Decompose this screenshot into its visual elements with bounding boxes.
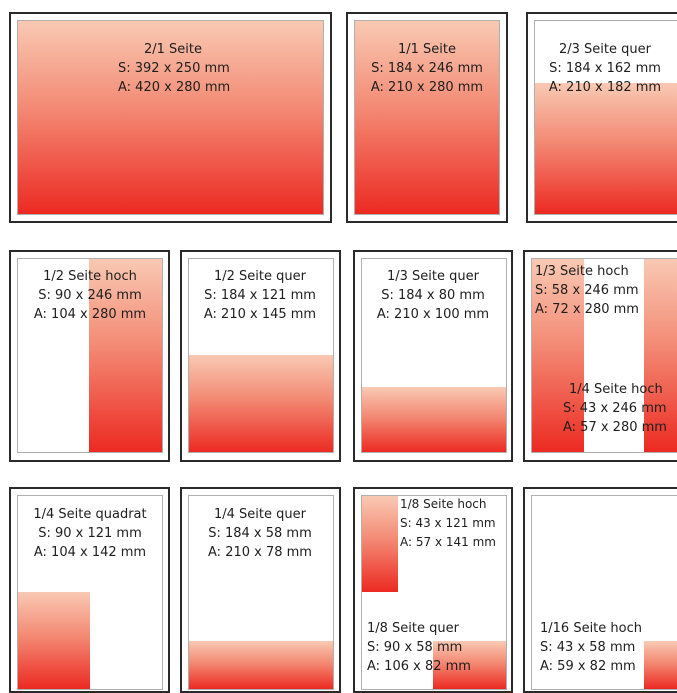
ad-area	[89, 259, 162, 452]
format-card-1-3-hoch-1-4-hoch	[523, 250, 677, 462]
format-label-1-8-quer: 1/8 Seite quer S: 90 x 58 mm A: 106 x 82…	[367, 619, 507, 676]
format-satzspiegel: S: 90 x 121 mm	[38, 526, 142, 541]
ad-area	[18, 21, 323, 214]
ad-area-1-3-hoch	[532, 259, 584, 452]
page-outline	[361, 495, 507, 690]
ad-area	[535, 83, 677, 214]
format-title: 1/2 Seite hoch	[43, 269, 137, 284]
ad-area	[18, 592, 90, 689]
ad-area-1-4-hoch	[644, 259, 677, 452]
format-card-1-2-hoch	[9, 250, 170, 462]
page-outline	[17, 495, 163, 690]
format-title: 1/3 Seite hoch	[535, 264, 629, 279]
format-anschnitt: A: 57 x 141 mm	[400, 535, 496, 549]
ad-area	[362, 387, 506, 452]
format-card-1-4-quadrat	[9, 487, 170, 693]
format-satzspiegel: S: 43 x 58 mm	[540, 640, 636, 655]
format-anschnitt: A: 104 x 142 mm	[33, 545, 147, 560]
format-title: 1/16 Seite hoch	[540, 621, 642, 636]
format-anschnitt: A: 106 x 82 mm	[367, 659, 471, 674]
format-title: 2/3 Seite quer	[559, 42, 651, 57]
page-outline	[531, 495, 677, 690]
format-card-1-4-quer	[180, 487, 341, 693]
page-outline	[17, 258, 163, 453]
format-anschnitt: A: 72 x 280 mm	[535, 302, 639, 317]
format-label-1-2-hoch: 1/2 Seite hoch S: 90 x 246 mm A: 104 x 2…	[16, 267, 164, 324]
format-anschnitt: A: 210 x 182 mm	[548, 80, 662, 95]
format-card-1-8	[353, 487, 513, 693]
format-label-2-3-quer: 2/3 Seite quer S: 184 x 162 mm A: 210 x …	[533, 40, 677, 97]
page-outline	[534, 20, 677, 215]
format-label-1-4-quer: 1/4 Seite quer S: 184 x 58 mm A: 210 x 7…	[186, 505, 334, 562]
format-anschnitt: A: 210 x 145 mm	[203, 307, 317, 322]
ad-area	[189, 641, 333, 689]
format-title: 1/8 Seite quer	[367, 621, 459, 636]
format-label-1-4-quadrat: 1/4 Seite quadrat S: 90 x 121 mm A: 104 …	[16, 505, 164, 562]
page-outline	[17, 20, 324, 215]
format-title: 1/8 Seite hoch	[400, 497, 487, 511]
ad-area-1-8-hoch	[362, 496, 398, 592]
format-title: 1/4 Seite quadrat	[33, 507, 147, 522]
format-title: 2/1 Seite	[143, 42, 202, 57]
format-card-1-16-hoch	[523, 487, 677, 693]
ad-area	[644, 641, 677, 689]
format-title: 1/4 Seite quer	[214, 507, 306, 522]
format-label-doppelseite: 2/1 Seite S: 392 x 250 mm A: 420 x 280 m…	[118, 40, 231, 97]
format-satzspiegel: S: 90 x 246 mm	[38, 288, 142, 303]
format-satzspiegel: S: 43 x 121 mm	[400, 516, 496, 530]
ad-area	[189, 355, 333, 452]
format-title: 1/4 Seite hoch	[569, 382, 663, 397]
format-label-1-3-quer: 1/3 Seite quer S: 184 x 80 mm A: 210 x 1…	[359, 267, 507, 324]
format-card-2-3-quer	[526, 12, 677, 223]
ad-area	[355, 21, 499, 214]
format-card-1-2-quer	[180, 250, 341, 462]
format-label-1-4-hoch: 1/4 Seite hoch S: 43 x 246 mm A: 57 x 28…	[563, 380, 677, 437]
format-anschnitt: A: 210 x 280 mm	[370, 80, 484, 95]
format-title: 1/2 Seite quer	[214, 269, 306, 284]
format-satzspiegel: S: 392 x 250 mm	[118, 61, 230, 76]
format-satzspiegel: S: 184 x 121 mm	[204, 288, 316, 303]
page-outline	[188, 258, 334, 453]
format-label-1-16-hoch: 1/16 Seite hoch S: 43 x 58 mm A: 59 x 82…	[540, 619, 677, 676]
format-satzspiegel: S: 184 x 162 mm	[549, 61, 661, 76]
format-card-1-1	[346, 12, 508, 223]
page-outline	[354, 20, 500, 215]
page-outline	[361, 258, 507, 453]
format-satzspiegel: S: 184 x 80 mm	[381, 288, 485, 303]
format-anschnitt: A: 104 x 280 mm	[33, 307, 147, 322]
format-satzspiegel: S: 184 x 58 mm	[208, 526, 312, 541]
format-satzspiegel: S: 43 x 246 mm	[563, 401, 667, 416]
format-label-1-1: 1/1 Seite S: 184 x 246 mm A: 210 x 280 m…	[357, 40, 497, 97]
format-label-1-8-hoch: 1/8 Seite hoch S: 43 x 121 mm A: 57 x 14…	[400, 495, 510, 552]
format-card-1-3-quer	[353, 250, 513, 462]
format-satzspiegel: S: 90 x 58 mm	[367, 640, 463, 655]
format-label-1-3-hoch: 1/3 Seite hoch S: 58 x 246 mm A: 72 x 28…	[535, 262, 675, 319]
format-label-1-2-quer: 1/2 Seite quer S: 184 x 121 mm A: 210 x …	[186, 267, 334, 324]
format-anschnitt: A: 210 x 100 mm	[376, 307, 490, 322]
format-anschnitt: A: 57 x 280 mm	[563, 420, 667, 435]
page-outline	[188, 495, 334, 690]
format-title: 1/1 Seite	[397, 42, 456, 57]
format-anschnitt: A: 210 x 78 mm	[208, 545, 312, 560]
format-title: 1/3 Seite quer	[387, 269, 479, 284]
format-card-doppelseite	[9, 12, 332, 223]
format-anschnitt: A: 420 x 280 mm	[118, 80, 231, 95]
format-satzspiegel: S: 184 x 246 mm	[371, 61, 483, 76]
ad-area-1-8-quer	[433, 641, 506, 689]
page-outline	[531, 258, 677, 453]
format-anschnitt: A: 59 x 82 mm	[540, 659, 636, 674]
format-satzspiegel: S: 58 x 246 mm	[535, 283, 639, 298]
